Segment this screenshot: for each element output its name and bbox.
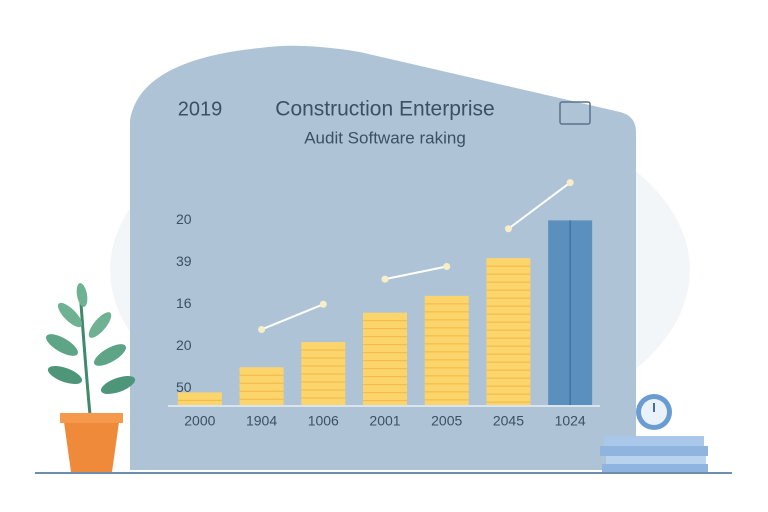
icon	[559, 101, 591, 125]
books-clock	[600, 394, 708, 472]
trend-point	[319, 300, 327, 308]
year-label: 2019	[178, 98, 223, 120]
x-tick-label: 1024	[555, 413, 586, 429]
x-tick-label: 1904	[246, 413, 277, 429]
trend-line	[261, 303, 324, 331]
x-tick-label: 2001	[369, 413, 400, 429]
y-tick-label: 50	[176, 379, 192, 395]
bar	[239, 367, 284, 405]
y-tick-label: 16	[176, 295, 192, 311]
trend-point	[504, 225, 512, 233]
bar	[177, 392, 222, 405]
trend-line	[507, 181, 571, 230]
plant	[46, 283, 136, 472]
bar	[363, 312, 407, 405]
bar	[301, 342, 346, 405]
trend-point	[381, 275, 389, 283]
y-tick-label: 20	[176, 211, 192, 227]
bar	[486, 258, 531, 405]
y-tick-label: 39	[176, 253, 192, 269]
chart-subtitle: Audit Software raking	[304, 128, 466, 147]
bar	[424, 295, 469, 405]
trend-point	[258, 325, 266, 333]
x-tick-label: 2045	[493, 413, 524, 429]
chart-title: Construction Enterprise	[275, 98, 494, 121]
y-tick-label: 20	[176, 337, 192, 353]
trend-line	[384, 265, 447, 281]
x-tick-label: 2005	[431, 413, 462, 429]
trend-point	[566, 179, 574, 187]
trend-point	[443, 263, 451, 271]
x-tick-label: 2000	[184, 413, 215, 429]
x-tick-label: 1006	[308, 413, 339, 429]
